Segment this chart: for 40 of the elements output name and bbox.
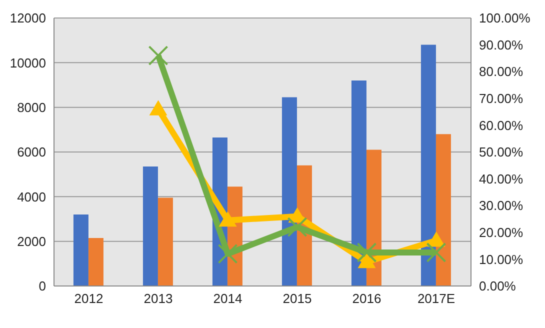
bar bbox=[88, 238, 104, 286]
y2-tick-label: 90.00% bbox=[479, 37, 524, 52]
point bbox=[149, 100, 168, 116]
y-tick-label: 12000 bbox=[10, 10, 46, 26]
y2-tick-label: 20.00% bbox=[479, 225, 524, 240]
bar bbox=[436, 134, 451, 286]
y-tick-label: 2000 bbox=[17, 234, 46, 249]
x-tick-label: 2014 bbox=[213, 291, 242, 306]
y2-tick-label: 80.00% bbox=[479, 64, 524, 80]
bar bbox=[420, 44, 436, 286]
y2-tick-label: 0.00% bbox=[479, 278, 516, 294]
bar bbox=[73, 214, 88, 286]
x-tick-label: 2017E bbox=[417, 291, 456, 306]
y2-tick-label: 70.00% bbox=[479, 91, 524, 106]
y2-tick-label: 50.00% bbox=[479, 144, 524, 160]
bar bbox=[351, 80, 366, 286]
point bbox=[426, 242, 446, 262]
y2-tick-label: 40.00% bbox=[479, 171, 524, 186]
y-tick-label: 4000 bbox=[17, 189, 46, 204]
bar bbox=[282, 97, 297, 286]
bar bbox=[142, 166, 158, 286]
point bbox=[358, 252, 376, 268]
y2-tick-label: 60.00% bbox=[479, 118, 524, 133]
y-tick-label: 8000 bbox=[17, 100, 46, 115]
point bbox=[218, 211, 237, 227]
y2-tick-label: 10.00% bbox=[479, 252, 524, 267]
y-tick-label: 0 bbox=[38, 278, 46, 294]
y-tick-label: 10000 bbox=[10, 55, 46, 70]
point bbox=[356, 242, 377, 262]
y-tick-label: 6000 bbox=[17, 144, 46, 160]
point bbox=[218, 244, 238, 264]
x-tick-label: 2015 bbox=[282, 291, 312, 306]
bar bbox=[158, 198, 173, 286]
x-tick-label: 2013 bbox=[144, 291, 173, 306]
point bbox=[148, 46, 168, 66]
y2-tick-label: 30.00% bbox=[479, 198, 524, 214]
point bbox=[287, 217, 308, 238]
x-tick-label: 2012 bbox=[74, 291, 104, 306]
y2-tick-label: 100.00% bbox=[479, 10, 531, 26]
x-tick-label: 2016 bbox=[352, 291, 382, 306]
